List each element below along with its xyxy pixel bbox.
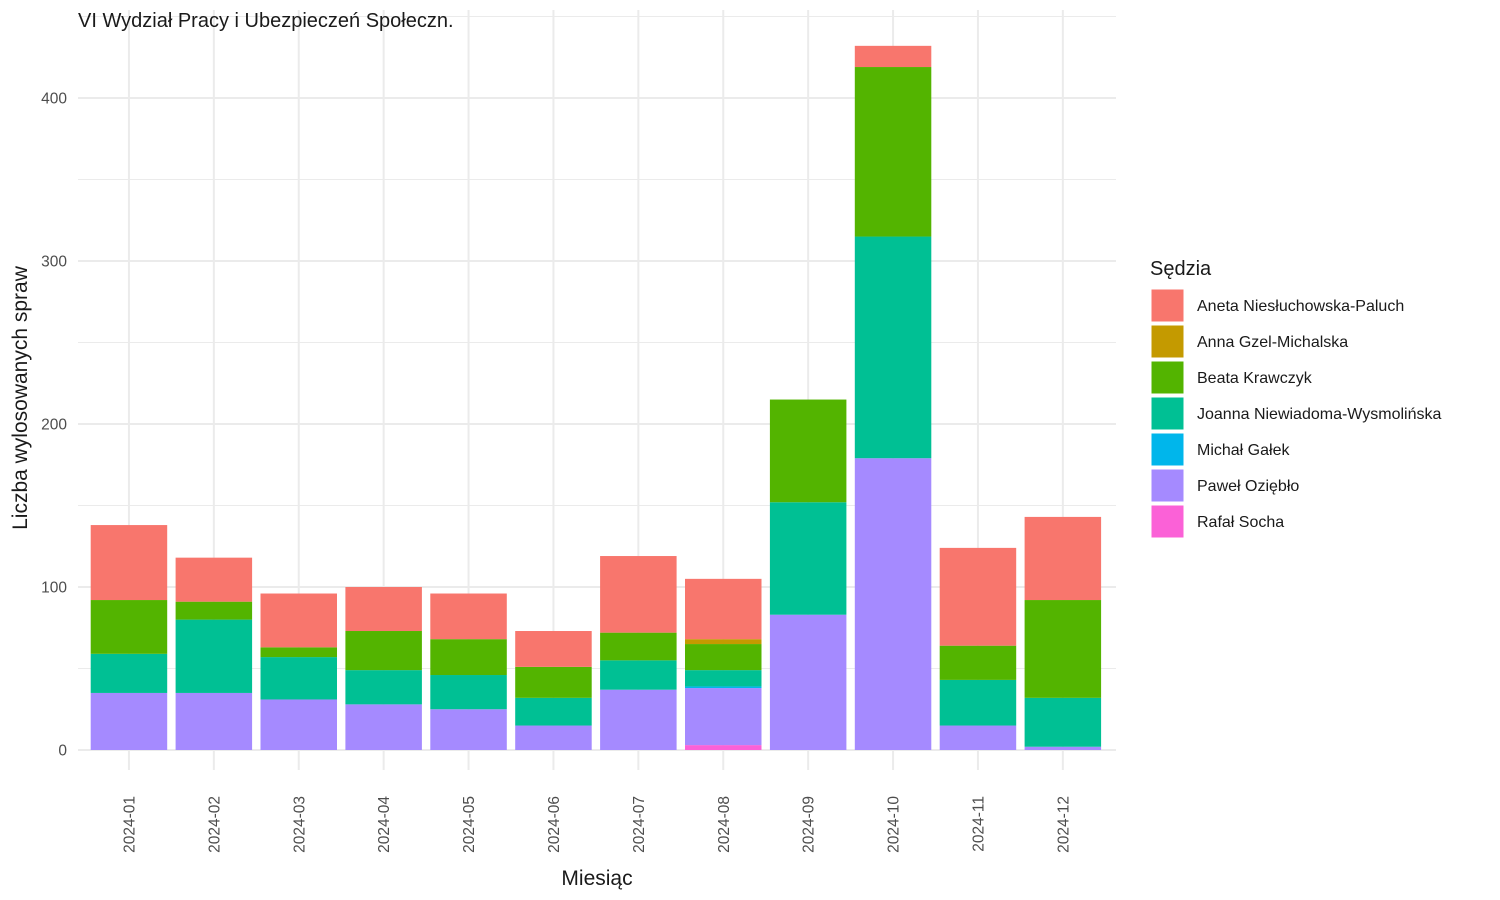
bar-segment: 2024-06 – Aneta Niesłuchowska-Paluch: 22 xyxy=(515,631,592,667)
bar-segment: 2024-03 – Paweł Oziębło: 31 xyxy=(260,699,337,750)
bar-segment: 2024-08 – Michał Gałek: 1 xyxy=(685,686,762,689)
y-tick-label: 0 xyxy=(58,743,67,760)
x-tick-label: 2024-04 xyxy=(376,796,393,853)
bar-segment: 2024-04 – Aneta Niesłuchowska-Paluch: 27 xyxy=(345,587,422,632)
y-tick-label: 200 xyxy=(41,417,67,434)
bar-segment: 2024-03 – Aneta Niesłuchowska-Paluch: 33 xyxy=(260,593,337,648)
legend-key xyxy=(1150,360,1185,395)
bar-segment: 2024-06 – Joanna Niewiadoma-Wysmolińska:… xyxy=(515,697,592,726)
bars: 2024-01 – Paweł Oziębło: 352024-01 – Joa… xyxy=(90,45,1102,750)
bar-segment: 2024-02 – Joanna Niewiadoma-Wysmolińska:… xyxy=(175,619,253,693)
y-tick-label: 400 xyxy=(41,91,67,108)
x-tick-label: 2024-06 xyxy=(546,796,563,853)
x-tick-label: 2024-05 xyxy=(461,796,478,853)
bar-segment: 2024-12 – Paweł Oziębło: 2 xyxy=(1024,746,1102,750)
bar-segment: 2024-12 – Joanna Niewiadoma-Wysmolińska:… xyxy=(1024,697,1102,747)
axes: 0 100 200 300 400 2024-01 2024-02 2024-03 2024-0… xyxy=(41,91,1072,853)
x-tick-label: 2024-02 xyxy=(206,796,223,853)
y-axis-title: Liczba wylosowanych spraw xyxy=(9,265,32,530)
legend-label: Anna Gzel-Michalska xyxy=(1197,334,1348,351)
bar-segment: 2024-08 – Joanna Niewiadoma-Wysmolińska:… xyxy=(685,670,762,687)
bar-segment: 2024-04 – Beata Krawczyk: 24 xyxy=(345,631,422,671)
bar-segment: 2024-10 – Joanna Niewiadoma-Wysmolińska:… xyxy=(854,236,932,459)
bar-segment: 2024-06 – Paweł Oziębło: 15 xyxy=(515,725,592,750)
legend-key xyxy=(1150,324,1185,359)
bar-segment: 2024-05 – Paweł Oziębło: 25 xyxy=(430,709,507,750)
bar-segment: 2024-01 – Joanna Niewiadoma-Wysmolińska:… xyxy=(90,653,168,693)
x-tick-label: 2024-10 xyxy=(886,796,903,853)
bar-segment: 2024-02 – Beata Krawczyk: 11 xyxy=(175,601,253,620)
legend-label: Michał Gałek xyxy=(1197,442,1290,459)
bar-segment: 2024-08 – Beata Krawczyk: 16 xyxy=(685,644,762,671)
bar-segment: 2024-08 – Paweł Oziębło: 35 xyxy=(685,688,762,746)
bar-segment: 2024-01 – Aneta Niesłuchowska-Paluch: 46 xyxy=(90,525,168,601)
bar-segment: 2024-09 – Beata Krawczyk: 63 xyxy=(769,399,847,503)
y-tick-label: 300 xyxy=(41,254,67,271)
x-tick-label: 2024-11 xyxy=(970,796,987,852)
bar-segment: 2024-03 – Beata Krawczyk: 6 xyxy=(260,647,337,658)
x-tick-label: 2024-03 xyxy=(291,796,308,853)
bar-segment: 2024-08 – Anna Gzel-Michalska: 3 xyxy=(685,639,762,645)
legend-label: Aneta Niesłuchowska-Paluch xyxy=(1197,298,1404,315)
legend-label: Beata Krawczyk xyxy=(1197,370,1313,387)
bar-segment: 2024-06 – Beata Krawczyk: 19 xyxy=(515,666,592,698)
x-tick-label: 2024-12 xyxy=(1055,796,1072,853)
bar-segment: 2024-03 – Joanna Niewiadoma-Wysmolińska:… xyxy=(260,657,337,700)
bar-segment: 2024-05 – Joanna Niewiadoma-Wysmolińska:… xyxy=(430,675,507,710)
legend-key xyxy=(1150,396,1185,431)
legend-label: Joanna Niewiadoma-Wysmolińska xyxy=(1197,406,1442,423)
x-tick-label: 2024-01 xyxy=(121,796,138,853)
bar-segment: 2024-12 – Aneta Niesłuchowska-Paluch: 51 xyxy=(1024,516,1102,601)
bar-segment: 2024-07 – Aneta Niesłuchowska-Paluch: 47 xyxy=(600,556,677,633)
bar-segment: 2024-01 – Beata Krawczyk: 33 xyxy=(90,600,168,654)
x-tick-label: 2024-09 xyxy=(801,796,818,853)
legend-label: Rafał Socha xyxy=(1197,514,1284,531)
legend-title: Sędzia xyxy=(1150,258,1212,280)
bar-segment: 2024-04 – Paweł Oziębło: 28 xyxy=(345,704,422,750)
bar-segment: 2024-10 – Paweł Oziębło: 179 xyxy=(854,458,932,750)
legend-key xyxy=(1150,468,1185,503)
legend: Sędzia Aneta Niesłuchowska-Paluch Anna Gz… xyxy=(1150,258,1442,539)
chart-title: VI Wydział Pracy i Ubezpieczeń Społeczn. xyxy=(78,10,454,32)
bar-segment: 2024-12 – Beata Krawczyk: 60 xyxy=(1024,600,1102,698)
bar-segment: 2024-10 – Aneta Niesłuchowska-Paluch: 13 xyxy=(854,45,932,68)
legend-key xyxy=(1150,504,1185,539)
legend-key xyxy=(1150,288,1185,323)
bar-segment: 2024-11 – Paweł Oziębło: 15 xyxy=(939,725,1017,750)
x-tick-label: 2024-07 xyxy=(631,796,648,853)
bar-segment: 2024-04 – Joanna Niewiadoma-Wysmolińska:… xyxy=(345,670,422,705)
bar-segment: 2024-09 – Joanna Niewiadoma-Wysmolińska:… xyxy=(769,502,847,615)
bar-segment: 2024-08 – Aneta Niesłuchowska-Paluch: 37 xyxy=(685,578,762,640)
bar-segment: 2024-11 – Joanna Niewiadoma-Wysmolińska:… xyxy=(939,679,1017,726)
x-axis-title: Miesiąc xyxy=(561,867,632,890)
x-tick-label: 2024-08 xyxy=(716,796,733,853)
bar-segment: 2024-08 – Rafał Socha: 3 xyxy=(685,745,762,750)
bar-segment: 2024-05 – Beata Krawczyk: 22 xyxy=(430,639,507,676)
bar-segment: 2024-02 – Aneta Niesłuchowska-Paluch: 27 xyxy=(175,557,253,602)
bar-segment: 2024-02 – Paweł Oziębło: 35 xyxy=(175,692,253,750)
y-tick-label: 100 xyxy=(41,580,67,597)
bar-segment: 2024-09 – Paweł Oziębło: 83 xyxy=(769,614,847,750)
bar-segment: 2024-10 – Beata Krawczyk: 104 xyxy=(854,67,932,237)
bar-segment: 2024-07 – Joanna Niewiadoma-Wysmolińska:… xyxy=(600,660,677,690)
bar-segment: 2024-07 – Paweł Oziębło: 37 xyxy=(600,689,677,750)
bar-segment: 2024-11 – Beata Krawczyk: 21 xyxy=(939,645,1017,680)
legend-key xyxy=(1150,432,1185,467)
bar-segment: 2024-01 – Paweł Oziębło: 35 xyxy=(90,692,168,750)
legend-label: Paweł Oziębło xyxy=(1197,478,1299,495)
bar-segment: 2024-07 – Beata Krawczyk: 17 xyxy=(600,632,677,661)
bar-segment: 2024-05 – Aneta Niesłuchowska-Paluch: 28 xyxy=(430,593,507,640)
bar-segment: 2024-11 – Aneta Niesłuchowska-Paluch: 60 xyxy=(939,547,1017,646)
